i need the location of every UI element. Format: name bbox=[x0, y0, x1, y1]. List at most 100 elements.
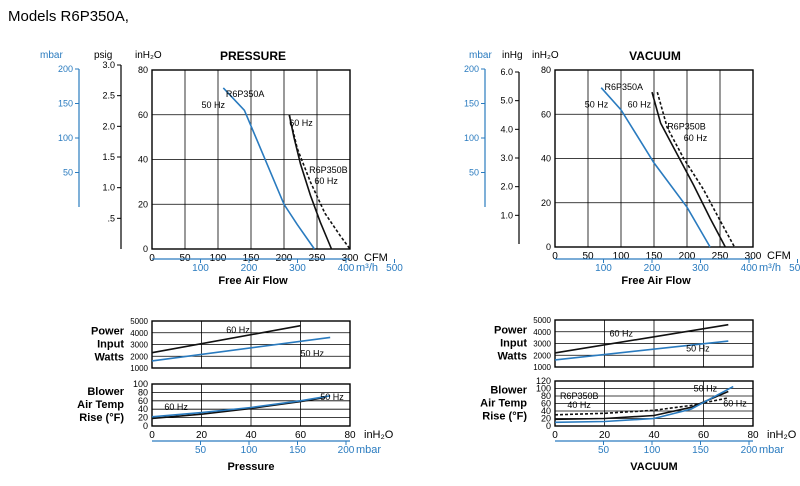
y-tick-label: 4000 bbox=[130, 329, 148, 338]
y-tick-label: 60 bbox=[138, 396, 148, 406]
annotation-label: 50 Hz bbox=[694, 384, 718, 394]
alt-x-tick-label: 100 bbox=[241, 445, 258, 456]
x-tick-label: 100 bbox=[613, 251, 630, 262]
x-unit-label: inH₂O bbox=[364, 429, 394, 441]
y-unit-header: inH₂O bbox=[532, 50, 559, 61]
y-axis-title: Input bbox=[500, 338, 527, 350]
x-axis-title: VACUUM bbox=[630, 461, 677, 473]
y-tick-label: 1000 bbox=[130, 364, 148, 373]
y-tick-label: 0 bbox=[143, 421, 148, 431]
y-tick-label: 4000 bbox=[533, 328, 551, 337]
y-tick-label: 40 bbox=[541, 406, 551, 416]
alt-x-tick-label: 300 bbox=[692, 263, 709, 274]
y-tick-label: 0 bbox=[546, 421, 551, 431]
y-unit-header: psig bbox=[94, 50, 112, 61]
y-axis-title: Input bbox=[97, 339, 124, 351]
x-tick-label: 0 bbox=[552, 430, 558, 441]
chart-title: PRESSURE bbox=[220, 49, 286, 63]
alt-y-tick-label: 150 bbox=[464, 99, 479, 109]
alt-x-unit-label: mbar bbox=[759, 444, 784, 456]
annotation-label: 50 Hz bbox=[320, 392, 344, 402]
alt-y-tick-label: 100 bbox=[464, 133, 479, 143]
annotation-label: R6P350A bbox=[605, 82, 644, 92]
annotation-label: 60 Hz bbox=[723, 399, 747, 409]
annotation-label: 40 Hz bbox=[567, 400, 591, 410]
y-axis-title: Blower bbox=[490, 385, 527, 397]
y-tick-label: 5000 bbox=[130, 317, 148, 326]
alt-x-tick-label: 200 bbox=[644, 263, 661, 274]
annotation-label: R6P350B bbox=[309, 165, 348, 175]
y-unit-header: inH₂O bbox=[135, 50, 162, 61]
alt-x-tick-label: 150 bbox=[692, 445, 709, 456]
x-axis-title: Pressure bbox=[227, 461, 274, 473]
chart-pressure_main: 020406080050100150200250300PRESSURECFM10… bbox=[40, 49, 403, 287]
annotation-label: R6P350A bbox=[226, 89, 265, 99]
y-tick-label: 40 bbox=[541, 154, 551, 164]
series-line bbox=[554, 323, 729, 354]
alt-x-tick-label: 400 bbox=[338, 263, 355, 274]
y-tick-label: 3000 bbox=[130, 341, 148, 350]
y-unit-header: mbar bbox=[40, 50, 63, 61]
alt-y-tick-label: 2.0 bbox=[500, 182, 513, 192]
y-tick-label: 3000 bbox=[533, 340, 551, 349]
annotation-label: 60 Hz bbox=[289, 118, 313, 128]
x-tick-label: 0 bbox=[552, 251, 558, 262]
alt-y-tick-label: 6.0 bbox=[500, 67, 513, 77]
y-tick-label: 120 bbox=[536, 376, 551, 386]
annotation-label: 50 Hz bbox=[301, 348, 325, 358]
x-axis-title: Free Air Flow bbox=[621, 275, 691, 287]
y-tick-label: 100 bbox=[536, 384, 551, 394]
y-axis-title: Power bbox=[91, 326, 125, 338]
annotation-label: R6P350B bbox=[560, 391, 599, 401]
series-line bbox=[151, 395, 331, 418]
alt-x-tick-label: 100 bbox=[192, 263, 209, 274]
series-line bbox=[600, 87, 711, 248]
annotation-label: 60 Hz bbox=[628, 100, 652, 110]
x-tick-label: 20 bbox=[599, 430, 611, 441]
alt-y-tick-label: 2.5 bbox=[102, 91, 115, 101]
alt-x-tick-label: 300 bbox=[289, 263, 306, 274]
annotation-label: 60 Hz bbox=[314, 176, 338, 186]
alt-x-tick-label: 500 bbox=[789, 263, 800, 274]
alt-y-tick-label: .5 bbox=[107, 213, 115, 223]
alt-x-unit-label: m³/h bbox=[759, 262, 781, 274]
series-line bbox=[656, 91, 736, 248]
x-tick-label: 0 bbox=[149, 430, 155, 441]
annotation-label: 50 Hz bbox=[585, 100, 609, 110]
y-axis-title: Rise (°F) bbox=[482, 411, 527, 423]
page-title: Models R6P350A, bbox=[8, 8, 129, 25]
y-tick-label: 1000 bbox=[533, 363, 551, 372]
y-axis-title: Air Temp bbox=[480, 398, 527, 410]
annotation-label: 50 Hz bbox=[686, 344, 710, 354]
x-tick-label: 80 bbox=[344, 430, 356, 441]
alt-y-tick-label: 4.0 bbox=[500, 124, 513, 134]
alt-x-tick-label: 150 bbox=[289, 445, 306, 456]
x-tick-label: 200 bbox=[679, 251, 696, 262]
y-axis-title: Rise (°F) bbox=[79, 412, 124, 424]
y-tick-label: 40 bbox=[138, 404, 148, 414]
y-tick-label: 20 bbox=[541, 414, 551, 424]
x-axis-title: Free Air Flow bbox=[218, 275, 288, 287]
x-tick-label: 150 bbox=[646, 251, 663, 262]
series-line bbox=[288, 114, 351, 250]
alt-y-tick-label: 5.0 bbox=[500, 96, 513, 106]
alt-x-tick-label: 200 bbox=[241, 263, 258, 274]
y-tick-label: 2000 bbox=[130, 352, 148, 361]
y-unit-header: inHg bbox=[502, 50, 523, 61]
alt-y-tick-label: 50 bbox=[63, 168, 73, 178]
alt-y-tick-label: 1.0 bbox=[102, 183, 115, 193]
x-tick-label: 40 bbox=[245, 430, 257, 441]
y-tick-label: 80 bbox=[138, 387, 148, 397]
alt-y-tick-label: 1.5 bbox=[102, 152, 115, 162]
alt-x-unit-label: m³/h bbox=[356, 262, 378, 274]
y-tick-label: 60 bbox=[541, 109, 551, 119]
y-tick-label: 80 bbox=[541, 391, 551, 401]
alt-x-tick-label: 400 bbox=[741, 263, 758, 274]
y-tick-label: 20 bbox=[138, 199, 148, 209]
y-tick-label: 100 bbox=[133, 379, 148, 389]
alt-x-tick-label: 50 bbox=[598, 445, 610, 456]
